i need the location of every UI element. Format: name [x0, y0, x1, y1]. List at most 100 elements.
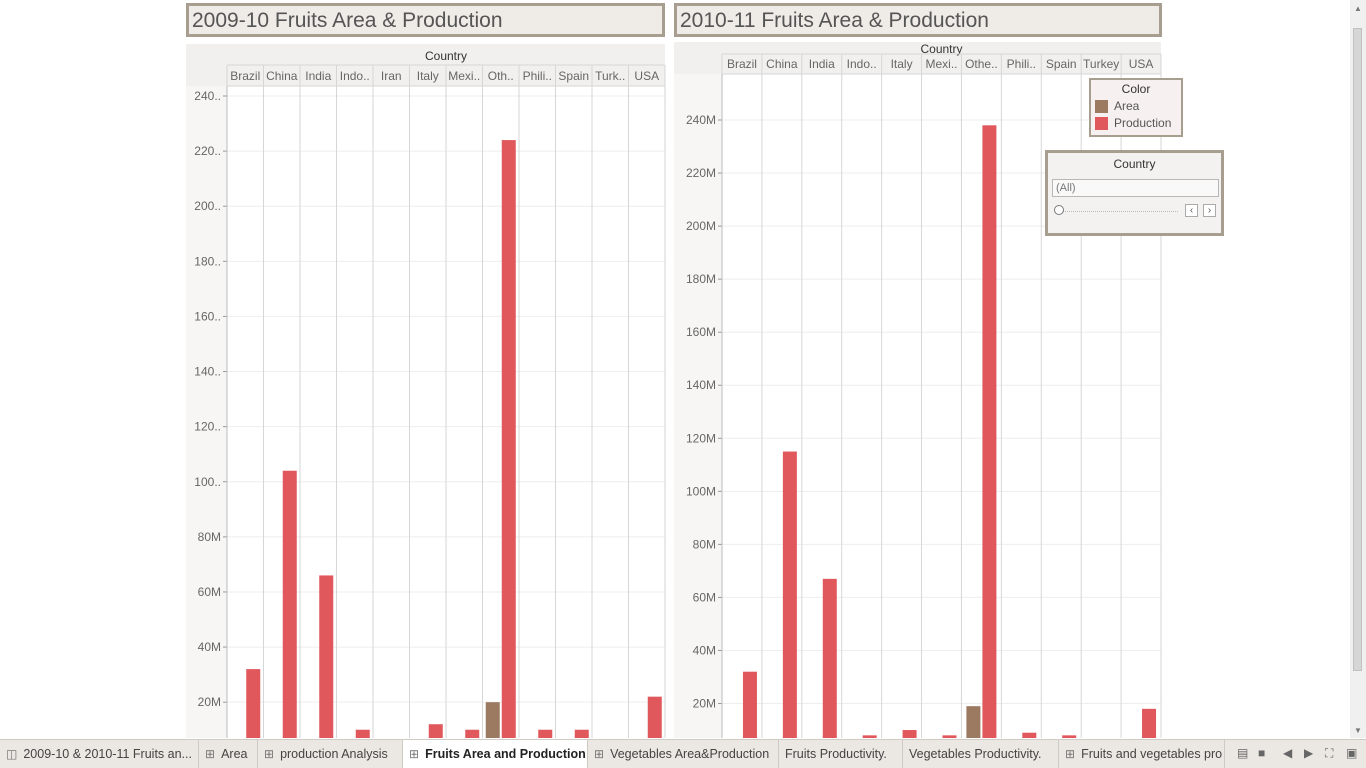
tab-vegetables-area-production[interactable]: ⊞ Vegetables Area&Production	[588, 740, 779, 768]
tab-story[interactable]: ◫ 2009-10 & 2010-11 Fruits an...	[0, 740, 199, 768]
category-label: Mexi..	[448, 69, 480, 83]
bar-production	[1022, 732, 1037, 738]
filter-title: Country	[1113, 157, 1156, 171]
tab-production-analysis[interactable]: ⊞ production Analysis	[258, 740, 403, 768]
filmstrip-icon[interactable]: ▤	[1237, 746, 1249, 760]
header-band	[722, 42, 1161, 74]
legend-item-production[interactable]: Production	[1095, 116, 1181, 130]
bar-production	[647, 696, 662, 738]
bar-production	[1142, 708, 1157, 738]
chevron-left-icon: ‹	[1189, 205, 1194, 216]
sheet-sorter-icon[interactable]: ■	[1258, 746, 1266, 760]
y-tick-label: 120..	[194, 420, 221, 434]
prev-sheet-icon[interactable]: ◀	[1283, 746, 1293, 760]
category-label: Indo..	[340, 69, 370, 83]
y-tick-label: 180M	[686, 272, 716, 286]
tab-label: Fruits and vegetables pro	[1081, 747, 1223, 761]
right-bar-chart: Country 20M 40M 60M 80M 100M 120M 140M 160M 180M 2…	[674, 42, 1162, 738]
scroll-thumb[interactable]	[1353, 28, 1362, 671]
category-label: India	[305, 69, 331, 83]
bar-production	[782, 451, 797, 738]
category-label: USA	[1129, 57, 1154, 71]
category-label: Mexi..	[925, 57, 957, 71]
category-label: Brazil	[230, 69, 260, 83]
book-icon: ◫	[6, 747, 18, 761]
tab-label: production Analysis	[280, 747, 388, 761]
bar-area	[485, 702, 500, 738]
category-label: China	[766, 57, 798, 71]
bar-production	[428, 724, 443, 738]
next-sheet-icon[interactable]: ▶	[1304, 746, 1314, 760]
bar-production	[862, 735, 877, 738]
filter-slider-track[interactable]	[1058, 211, 1178, 213]
scroll-down-icon[interactable]: ▼	[1354, 726, 1362, 735]
tab-vegetables-productivity[interactable]: Vegetables Productivity.	[903, 740, 1059, 768]
category-label: Spain	[1046, 57, 1077, 71]
legend-label-area: Area	[1114, 99, 1140, 113]
grid-icon: ⊞	[205, 747, 216, 761]
country-filter-value[interactable]: (All)	[1052, 179, 1219, 197]
y-tick-label: 240..	[194, 89, 221, 103]
y-tick-label: 80M	[198, 530, 221, 544]
fullscreen-icon[interactable]: ⛶	[1325, 746, 1334, 760]
category-label: Brazil	[727, 57, 757, 71]
bar-production	[742, 671, 757, 738]
y-tick-label: 100..	[194, 475, 221, 489]
bar-production	[982, 125, 997, 738]
tab-label: Fruits Productivity.	[785, 747, 887, 761]
bar-production	[822, 578, 837, 738]
category-label: India	[809, 57, 835, 71]
corner-band	[674, 42, 722, 74]
y-tick-label: 240M	[686, 113, 716, 127]
filter-next-button[interactable]: ›	[1203, 204, 1216, 217]
category-label: USA	[634, 69, 659, 83]
bar-production	[1062, 735, 1077, 738]
tab-area[interactable]: ⊞ Area	[199, 740, 258, 768]
y-tick-label: 220..	[194, 144, 221, 158]
tab-fruits-area-production[interactable]: ⊞ Fruits Area and Production	[403, 740, 588, 768]
category-label: Phili..	[1007, 57, 1036, 71]
category-label: Turk..	[595, 69, 625, 83]
tab-label: Area	[221, 747, 248, 761]
legend-swatch-area	[1095, 99, 1108, 113]
category-label: Oth..	[488, 69, 514, 83]
y-tick-label: 40M	[198, 640, 221, 654]
right-chart-title: 2010-11 Fruits Area & Production	[674, 3, 1162, 37]
legend-item-area[interactable]: Area	[1095, 99, 1181, 113]
filter-slider-handle[interactable]	[1054, 205, 1064, 215]
y-tick-label: 80M	[693, 537, 716, 551]
grid-icon: ⊞	[594, 747, 605, 761]
tab-label: Fruits Area and Production	[425, 747, 586, 761]
category-label: Turkey	[1083, 57, 1119, 71]
axis-band	[186, 86, 227, 738]
bar-production	[355, 729, 370, 738]
y-tick-label: 140..	[194, 365, 221, 379]
bar-production	[465, 729, 480, 738]
y-tick-label: 120M	[686, 431, 716, 445]
country-header: Country	[920, 42, 962, 56]
bar-production	[501, 140, 516, 738]
y-tick-label: 20M	[693, 697, 716, 711]
y-tick-label: 40M	[693, 643, 716, 657]
grid-icon: ⊞	[1065, 747, 1076, 761]
tab-fruits-productivity[interactable]: Fruits Productivity.	[779, 740, 903, 768]
chevron-right-icon: ›	[1207, 205, 1212, 216]
color-legend: Color Area Production	[1089, 78, 1183, 137]
left-bar-chart: Country 20M 40M 60M 80M 100.. 120.. 140.. 160.. 1…	[186, 44, 666, 738]
legend-title: Color	[1121, 82, 1151, 96]
tab-label: Vegetables Area&Production	[610, 747, 770, 761]
country-header: Country	[425, 49, 467, 63]
grid-icon: ⊞	[264, 747, 275, 761]
category-label: Phili..	[523, 69, 552, 83]
bar-chart-svg: Country 20M 40M 60M 80M 100M 120M 140M 160M 180M 2…	[674, 42, 1162, 738]
tab-fruits-vegetables[interactable]: ⊞ Fruits and vegetables pro	[1059, 740, 1225, 768]
y-tick-label: 180..	[194, 254, 221, 268]
filter-prev-button[interactable]: ‹	[1185, 204, 1198, 217]
bar-production	[246, 669, 261, 738]
grid-icon: ⊞	[409, 747, 420, 761]
y-tick-label: 160..	[194, 309, 221, 323]
scroll-up-icon[interactable]: ▲	[1354, 4, 1362, 13]
vertical-scrollbar[interactable]: ▲ ▼	[1350, 0, 1366, 738]
y-tick-label: 20M	[198, 695, 221, 709]
present-icon[interactable]: ▣	[1346, 746, 1358, 760]
